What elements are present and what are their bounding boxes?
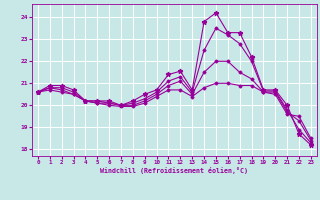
X-axis label: Windchill (Refroidissement éolien,°C): Windchill (Refroidissement éolien,°C) bbox=[100, 167, 248, 174]
